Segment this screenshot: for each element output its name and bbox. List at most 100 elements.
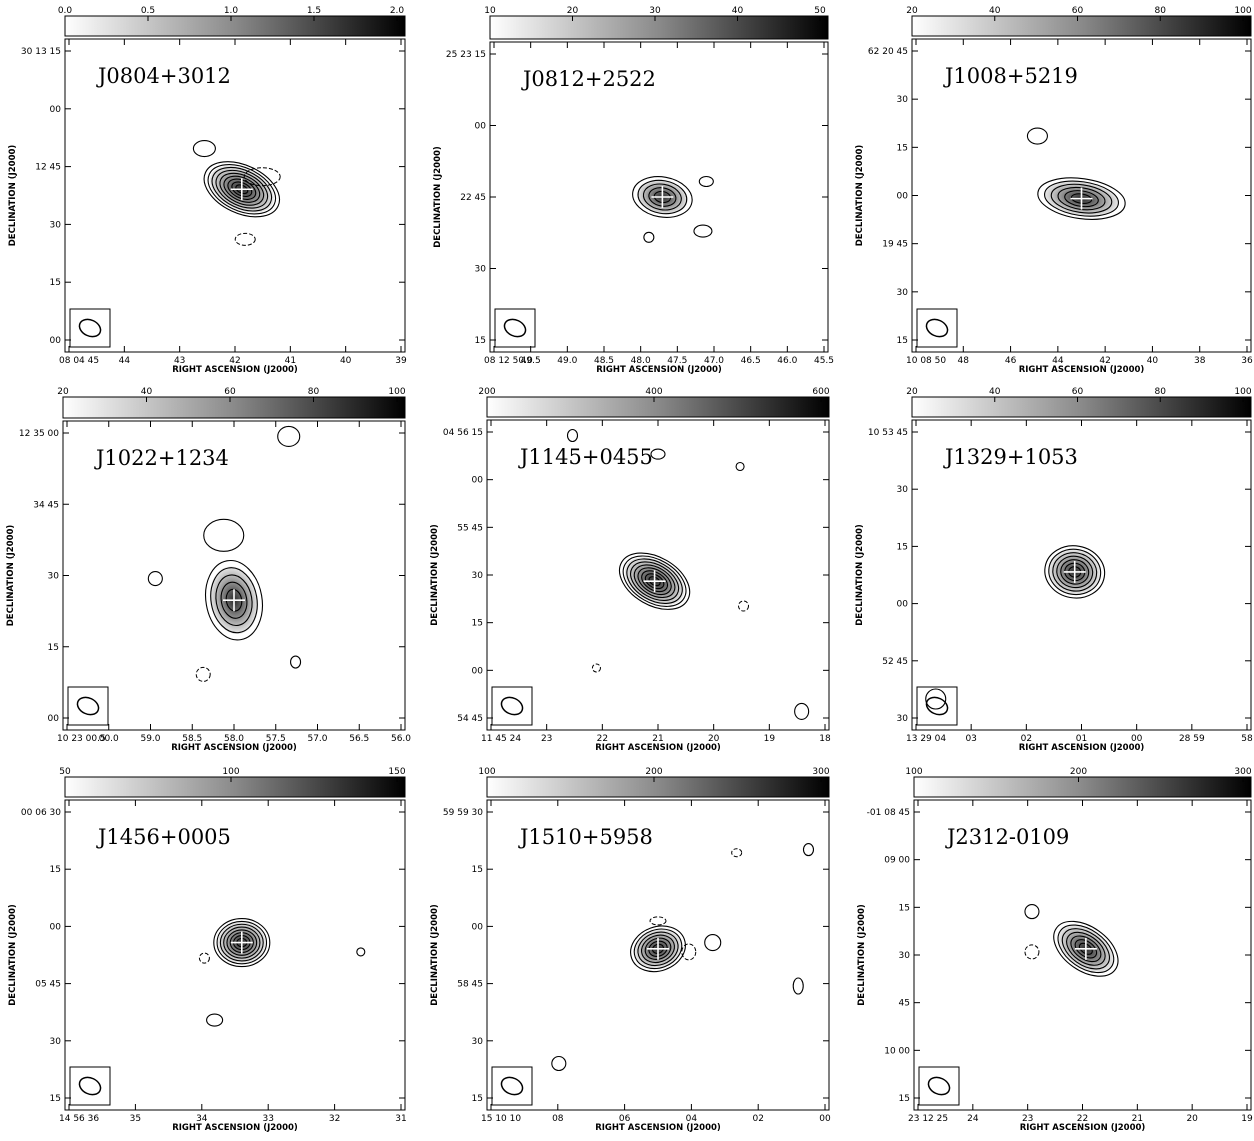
contour-line <box>213 918 271 968</box>
ra-tick-label: 24 <box>967 1114 979 1124</box>
ra-tick-label: 18 <box>819 734 831 744</box>
ra-tick-label: 31 <box>395 1114 406 1124</box>
dec-tick-label: 15 <box>899 903 910 913</box>
contour-line <box>551 1055 567 1072</box>
ra-tick-label: 11 45 24 <box>481 734 521 744</box>
dec-tick-label: 05 45 <box>35 980 61 990</box>
ra-tick-label: 22 <box>1077 1114 1088 1124</box>
contour-line <box>223 926 261 959</box>
dec-tick-label: 15 <box>899 1094 910 1104</box>
colorbar-tick-label: 60 <box>1072 387 1084 397</box>
contour-line <box>802 843 815 857</box>
dec-tick-label: 15 <box>897 143 908 153</box>
dec-tick-label: 12 45 <box>35 163 61 173</box>
ra-tick-label: 34 <box>196 1114 208 1124</box>
radio-map-panel: 20 40 60 80 100 J1008+5219 62 20 45 30 15 00 19 45… <box>855 6 1253 375</box>
ra-tick-label: 57.5 <box>266 734 286 744</box>
contour-line <box>235 184 249 195</box>
contour-line <box>792 977 804 995</box>
ra-tick-label: 21 <box>652 734 663 744</box>
dec-tick-label: 00 <box>48 714 60 724</box>
ra-tick-label: 38 <box>1194 356 1206 366</box>
contour-line <box>637 567 672 596</box>
colorbar-tick-label: 300 <box>1234 767 1251 777</box>
ra-tick-label: 46 <box>1005 356 1017 366</box>
contour-line <box>210 567 258 634</box>
dec-tick-label: 30 <box>897 714 909 724</box>
dec-tick-label: 12 35 00 <box>19 429 59 439</box>
colorbar-tick-label: 20 <box>57 387 69 397</box>
dec-tick-label: 00 06 30 <box>21 808 61 818</box>
colorbar-tick-label: 0.5 <box>141 6 155 16</box>
negative-contour <box>243 167 281 187</box>
ra-tick-label: 42 <box>1099 356 1110 366</box>
negative-contour <box>1024 944 1040 960</box>
colorbar-tick-label: 100 <box>222 767 239 777</box>
dec-tick-label: 09 00 <box>884 856 910 866</box>
colorbar-tick-label: 80 <box>1155 6 1167 16</box>
contour-line <box>630 925 686 973</box>
colorbar-tick-label: 20 <box>567 6 579 16</box>
contour-line <box>1052 552 1098 592</box>
contour-line <box>203 518 245 552</box>
radio-map-panel: 100 200 300 J2312-0109 -01 08 45 09 00 15 30 45 1… <box>857 767 1253 1133</box>
colorbar-tick-label: 40 <box>989 6 1001 16</box>
x-axis-label: RIGHT ASCENSION (J2000) <box>172 1123 298 1133</box>
contour-line <box>648 940 668 957</box>
ra-tick-label: 19 <box>1241 1114 1253 1124</box>
colorbar-tick-label: 400 <box>645 387 662 397</box>
contour-line <box>1060 559 1090 585</box>
ra-tick-label: 33 <box>262 1114 273 1124</box>
x-axis-label: RIGHT ASCENSION (J2000) <box>1019 365 1145 375</box>
contour-line <box>1061 928 1110 970</box>
contour-line <box>641 934 675 964</box>
colorbar-tick-label: 20 <box>906 6 918 16</box>
radio-map-panel: 20 40 60 80 100 J1022+1234 12 35 00 34 45 30 15 00… <box>6 387 411 753</box>
colorbar <box>486 776 830 798</box>
ra-tick-label: 43 <box>174 356 185 366</box>
dec-tick-label: 45 <box>899 999 910 1009</box>
negative-contour <box>681 943 697 961</box>
y-axis-label: DECLINATION (J2000) <box>430 904 440 1006</box>
contour-line <box>1070 935 1102 963</box>
contour-line <box>207 164 277 215</box>
contour-line <box>642 183 682 211</box>
contour-line <box>651 943 665 954</box>
contour-line <box>626 558 683 604</box>
ra-tick-label: 14 56 36 <box>59 1114 99 1124</box>
y-axis-label: DECLINATION (J2000) <box>855 524 865 626</box>
plot-frame <box>486 799 830 1111</box>
ra-tick-label: 02 <box>752 1114 763 1124</box>
ra-tick-label: 10 23 00.5 <box>57 734 106 744</box>
colorbar-tick-label: 100 <box>1234 6 1251 16</box>
dec-tick-label: 55 45 <box>457 523 483 533</box>
radio-map-panel: 10 20 30 40 50 J0812+2522 25 23 15 00 22 45 30 15 0… <box>433 6 834 375</box>
beam-box <box>491 1066 533 1106</box>
beam-ellipse <box>925 696 949 716</box>
colorbar <box>913 776 1252 798</box>
x-axis-label: RIGHT ASCENSION (J2000) <box>596 365 722 375</box>
dec-tick-label: 62 20 45 <box>868 47 908 57</box>
radio-map-panel: 100 200 300 J1510+5958 59 59 30 15 00 58 45 30 15… <box>430 767 831 1133</box>
y-axis-label: DECLINATION (J2000) <box>433 146 443 248</box>
beam-ellipse <box>927 1076 951 1096</box>
ra-tick-label: 23 12 25 <box>908 1114 948 1124</box>
colorbar-tick-label: 100 <box>1234 387 1251 397</box>
contour-line <box>1057 186 1106 211</box>
contour-line <box>566 428 579 443</box>
dec-tick-label: 15 <box>472 865 483 875</box>
contour-line <box>698 175 714 188</box>
contour-line <box>226 929 258 956</box>
ra-tick-label: 32 <box>329 1114 340 1124</box>
beam-box <box>67 686 109 726</box>
colorbar-tick-label: 40 <box>732 6 744 16</box>
contour-line <box>1064 562 1086 582</box>
radio-map-panel: 0.0 0.5 1.0 1.5 2.0 J0804+3012 30 13 15 00 12 45… <box>8 6 407 375</box>
ra-tick-label: 00.0 <box>99 734 119 744</box>
contour-line <box>206 1013 224 1027</box>
beam-box <box>69 1066 111 1106</box>
ra-tick-label: 56.0 <box>391 734 411 744</box>
source-name: J0812+2522 <box>521 67 656 91</box>
contour-line <box>1068 566 1082 578</box>
